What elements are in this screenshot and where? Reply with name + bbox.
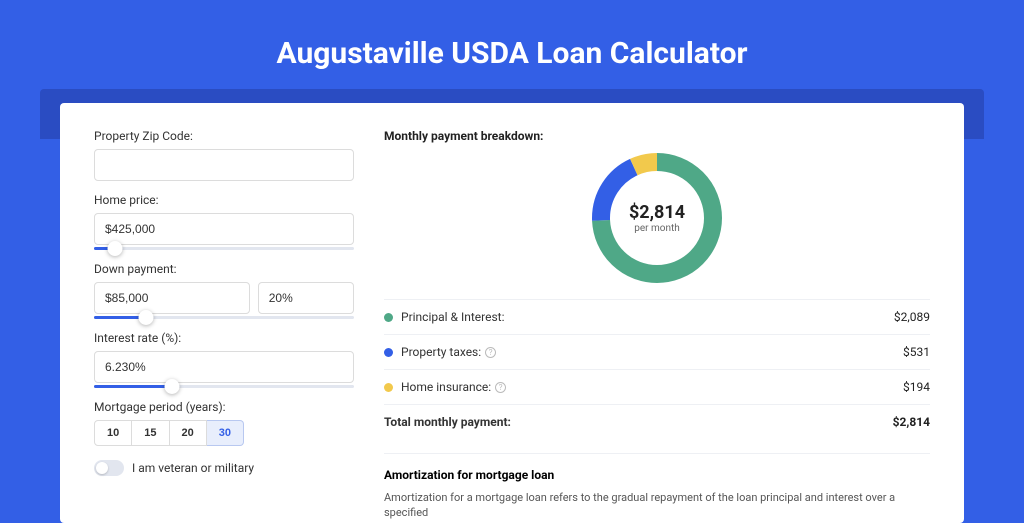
- interest-rate-label: Interest rate (%):: [94, 331, 354, 345]
- period-group: Mortgage period (years): 10152030: [94, 400, 354, 446]
- zip-field-group: Property Zip Code:: [94, 129, 354, 181]
- breakdown-value-insurance: $194: [903, 380, 930, 394]
- breakdown-row-pi: Principal & Interest: $2,089: [384, 299, 930, 334]
- down-payment-group: Down payment:: [94, 262, 354, 319]
- down-payment-slider[interactable]: [94, 316, 354, 319]
- down-payment-percent-input[interactable]: [258, 282, 354, 314]
- donut-chart: $2,814 per month: [592, 153, 722, 283]
- period-btn-30[interactable]: 30: [207, 420, 244, 446]
- legend-dot-insurance: [384, 383, 393, 392]
- breakdown-column: Monthly payment breakdown: $2,814 per mo…: [384, 129, 930, 523]
- veteran-toggle[interactable]: [94, 460, 124, 476]
- info-icon[interactable]: ?: [485, 347, 496, 358]
- home-price-input[interactable]: [94, 213, 354, 245]
- down-payment-amount-input[interactable]: [94, 282, 250, 314]
- home-price-label: Home price:: [94, 193, 354, 207]
- info-icon[interactable]: ?: [495, 382, 506, 393]
- zip-input[interactable]: [94, 149, 354, 181]
- interest-rate-slider-thumb[interactable]: [165, 379, 180, 394]
- calculator-card: Property Zip Code: Home price: Down paym…: [60, 103, 964, 523]
- down-payment-slider-thumb[interactable]: [139, 310, 154, 325]
- period-btn-10[interactable]: 10: [94, 420, 132, 446]
- breakdown-row-taxes: Property taxes:? $531: [384, 334, 930, 369]
- page-title: Augustaville USDA Loan Calculator: [0, 0, 1024, 89]
- breakdown-list: Principal & Interest: $2,089 Property taxe…: [384, 299, 930, 404]
- breakdown-title: Monthly payment breakdown:: [384, 129, 930, 143]
- amortization-text: Amortization for a mortgage loan refers …: [384, 490, 930, 521]
- total-label: Total monthly payment:: [384, 415, 511, 429]
- donut-center-sub: per month: [634, 223, 680, 234]
- home-price-group: Home price:: [94, 193, 354, 250]
- veteran-label: I am veteran or military: [132, 461, 254, 475]
- zip-label: Property Zip Code:: [94, 129, 354, 143]
- breakdown-row-insurance: Home insurance:? $194: [384, 369, 930, 404]
- donut-center-amount: $2,814: [629, 202, 685, 223]
- breakdown-label-pi: Principal & Interest:: [401, 310, 505, 324]
- period-buttons: 10152030: [94, 420, 354, 446]
- interest-rate-slider[interactable]: [94, 385, 354, 388]
- donut-chart-wrap: $2,814 per month: [384, 153, 930, 283]
- period-btn-20[interactable]: 20: [170, 420, 207, 446]
- breakdown-value-pi: $2,089: [894, 310, 930, 324]
- total-row: Total monthly payment: $2,814: [384, 404, 930, 439]
- form-column: Property Zip Code: Home price: Down paym…: [94, 129, 354, 523]
- legend-dot-pi: [384, 313, 393, 322]
- home-price-slider[interactable]: [94, 247, 354, 250]
- period-label: Mortgage period (years):: [94, 400, 354, 414]
- period-btn-15[interactable]: 15: [132, 420, 169, 446]
- veteran-toggle-row: I am veteran or military: [94, 460, 354, 476]
- amortization-title: Amortization for mortgage loan: [384, 453, 930, 482]
- legend-dot-taxes: [384, 348, 393, 357]
- breakdown-label-taxes: Property taxes:?: [401, 345, 496, 359]
- interest-rate-group: Interest rate (%):: [94, 331, 354, 388]
- breakdown-label-insurance: Home insurance:?: [401, 380, 506, 394]
- breakdown-value-taxes: $531: [903, 345, 930, 359]
- home-price-slider-thumb[interactable]: [107, 241, 122, 256]
- total-value: $2,814: [893, 415, 930, 429]
- interest-rate-input[interactable]: [94, 351, 354, 383]
- down-payment-label: Down payment:: [94, 262, 354, 276]
